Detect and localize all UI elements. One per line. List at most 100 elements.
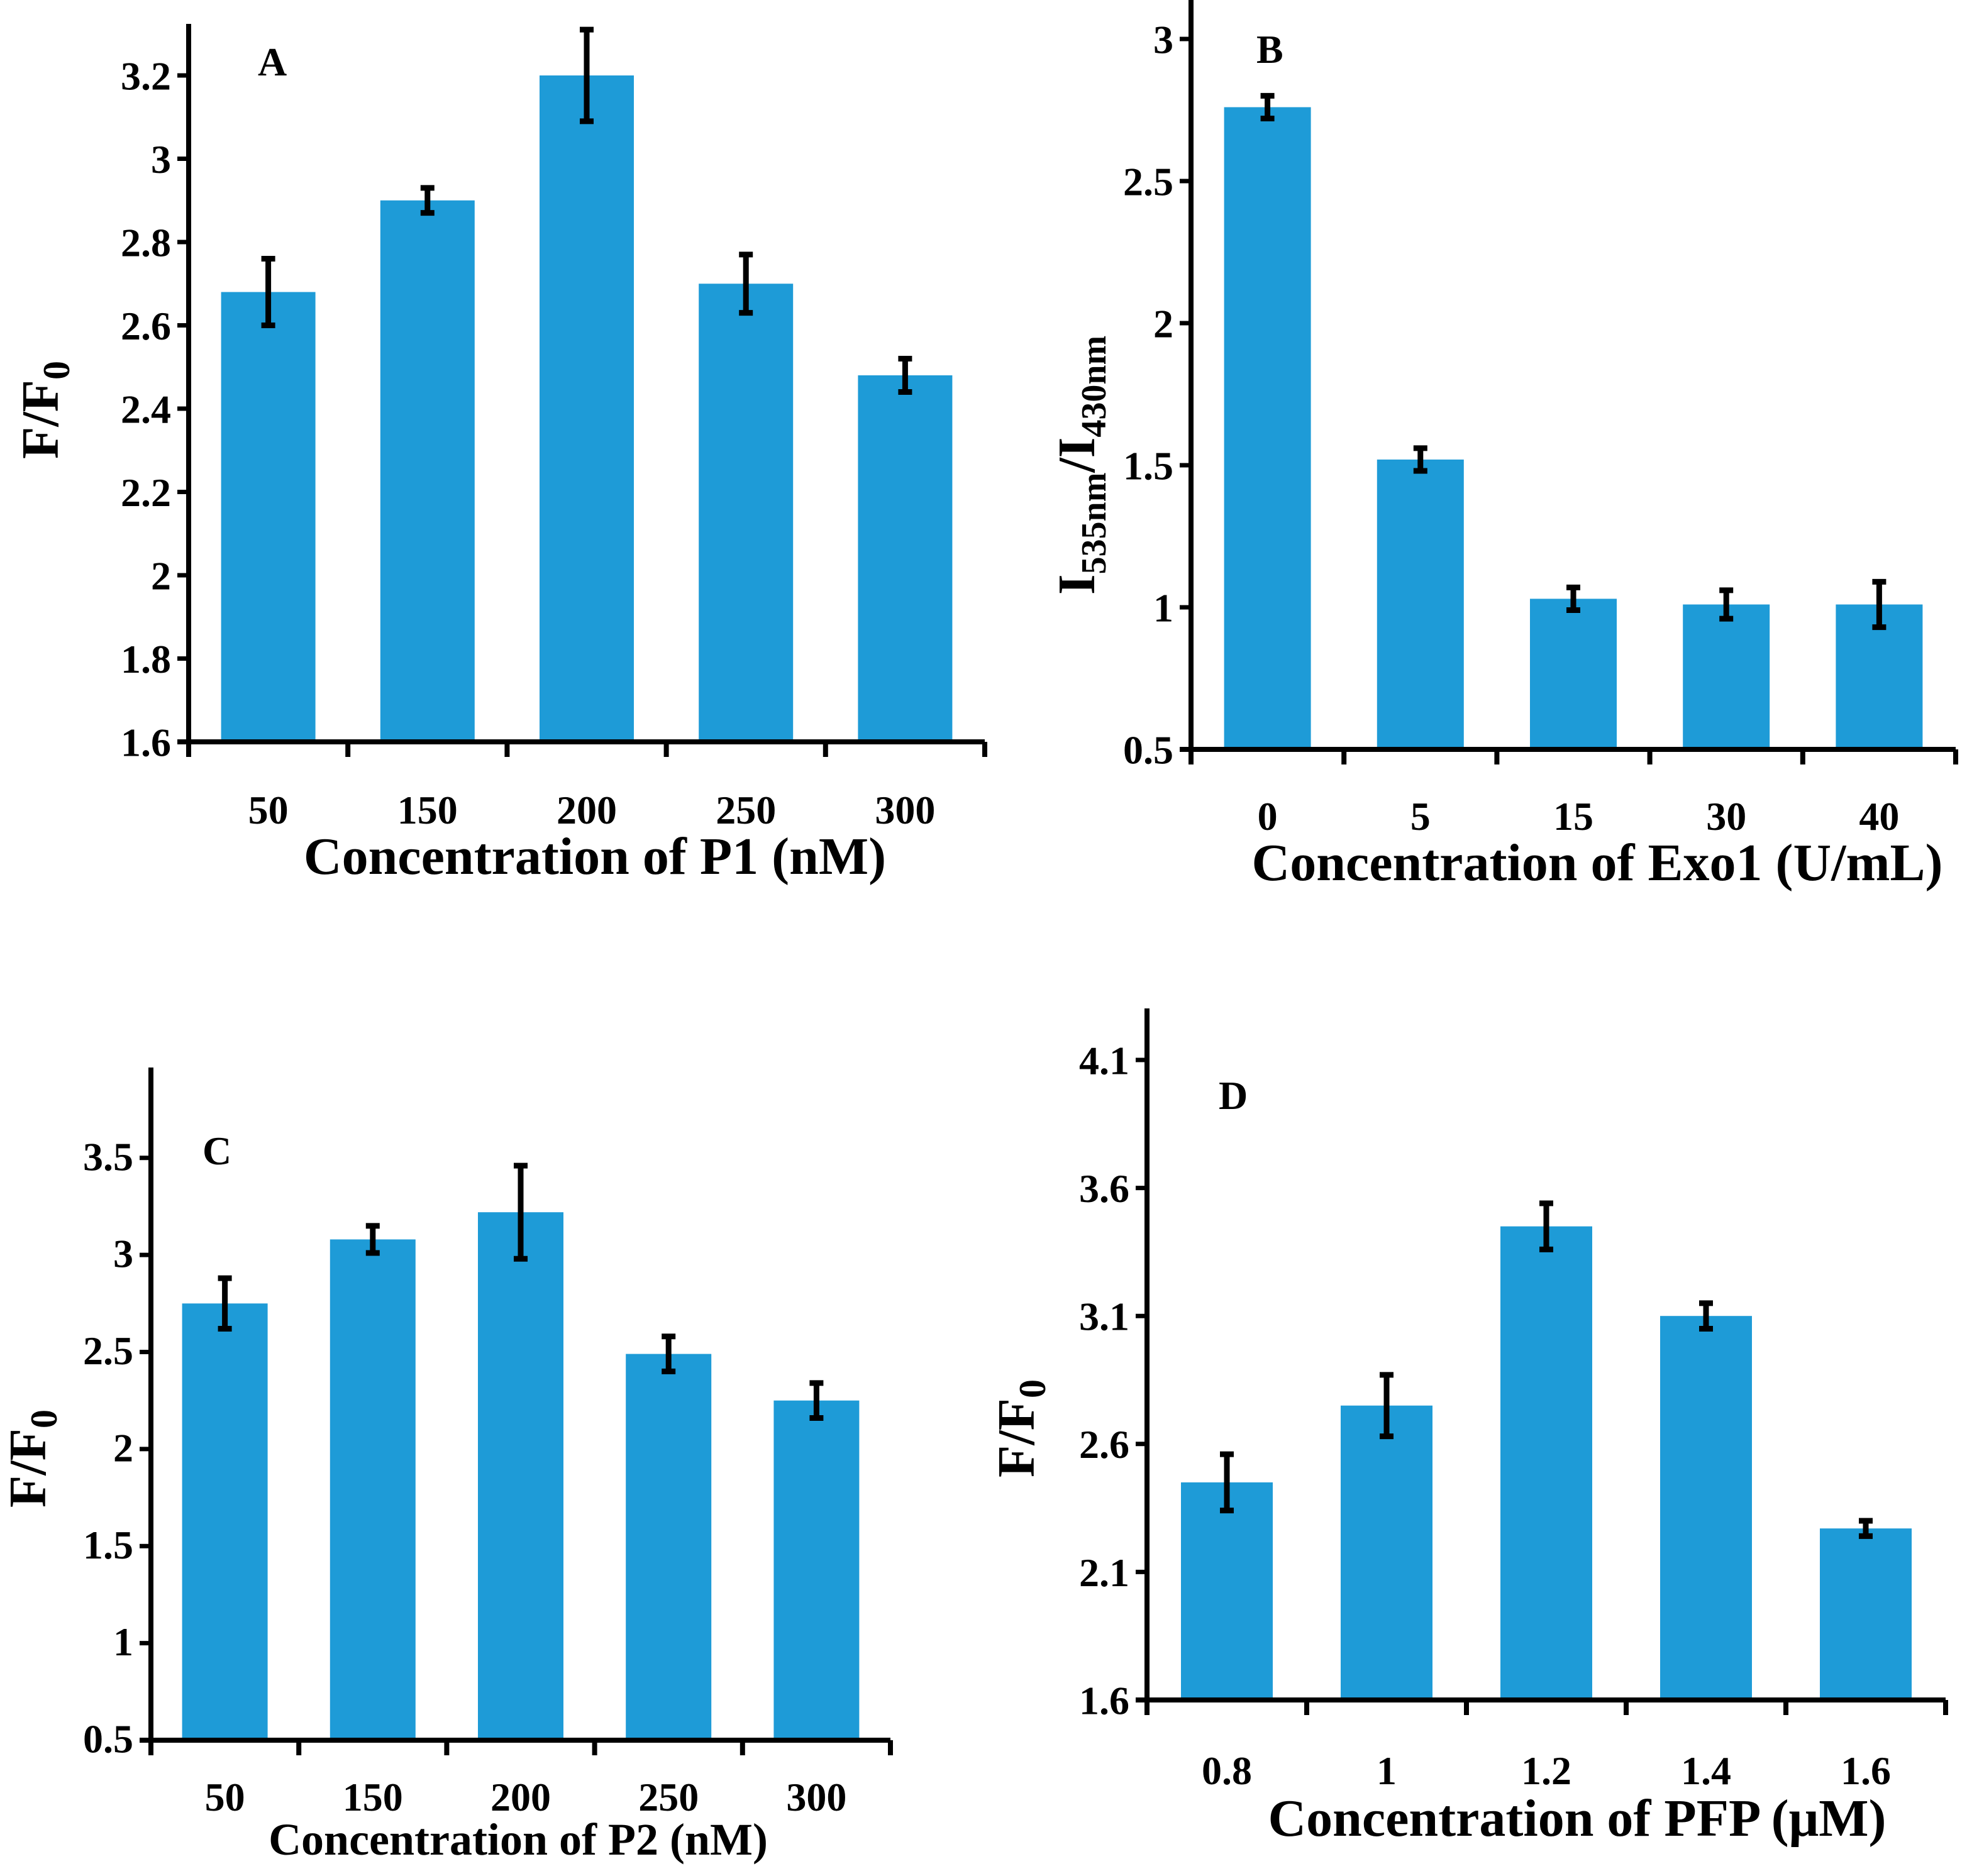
y-axis-title-d-sub: 0 — [1012, 1379, 1053, 1398]
y-tick-label-c-0: 0.5 — [83, 1717, 133, 1762]
y-tick-label-d-4: 3.6 — [1079, 1166, 1129, 1211]
y-tick-label-c-4: 2.5 — [83, 1328, 133, 1373]
y-tick-label-d-0: 1.6 — [1079, 1678, 1129, 1723]
x-tick-label-b-5: 5 — [1410, 794, 1431, 839]
y-tick-label-c-1: 1 — [113, 1619, 133, 1664]
y-tick-label-c-5: 3 — [113, 1232, 133, 1276]
chart-panel-b: 0.5 1 1.5 2 2.5 3 0 5 15 30 40 B Concentration of… — [1048, 0, 1958, 892]
y-tick-labels-b: 0.5 1 1.5 2 2.5 3 — [1123, 17, 1173, 772]
axes-b — [1180, 0, 1958, 764]
y-axis-title-b: I535nm/I430nm — [1048, 336, 1114, 595]
y-tick-label-b-3: 2 — [1153, 301, 1173, 346]
x-tick-label-b-15: 15 — [1553, 794, 1593, 839]
x-axis-title-d: Concentration of PFP (μM) — [1268, 1789, 1886, 1848]
y-tick-label-d-1: 2.1 — [1079, 1550, 1129, 1595]
y-tick-label-a-7: 3 — [151, 137, 171, 182]
x-tick-label-b-0: 0 — [1258, 794, 1278, 839]
bar-c-300 — [773, 1400, 860, 1740]
y-axis-title-b-i2: /I — [1048, 438, 1106, 473]
y-tick-label-a-8: 3.2 — [121, 53, 171, 98]
y-tick-labels-d: 1.6 2.1 2.6 3.1 3.6 4.1 — [1079, 1038, 1129, 1723]
axes-a — [177, 24, 987, 757]
x-tick-label-a-300: 300 — [875, 788, 935, 832]
x-tick-label-c-150: 150 — [343, 1775, 403, 1819]
y-tick-label-b-1: 1 — [1153, 585, 1173, 630]
y-axis-title-d: F/F0 — [987, 1379, 1053, 1477]
y-tick-label-a-5: 2.6 — [121, 304, 171, 348]
y-tick-label-b-5: 3 — [1153, 17, 1173, 62]
error-bars-d — [1220, 1200, 1873, 1539]
y-tick-label-c-6: 3.5 — [83, 1134, 133, 1179]
bar-a-300 — [858, 375, 953, 742]
axes-d — [1136, 1008, 1948, 1715]
x-tick-label-d-1.2: 1.2 — [1521, 1748, 1571, 1793]
bars-c — [182, 1212, 860, 1740]
bar-d-1.2 — [1500, 1226, 1592, 1700]
bar-b-15 — [1530, 599, 1617, 749]
x-tick-label-d-0.8: 0.8 — [1202, 1748, 1252, 1793]
y-axis-title-a-sub: 0 — [36, 361, 77, 380]
y-tick-labels-a: 1.6 1.8 2 2.2 2.4 2.6 2.8 3 3.2 — [121, 53, 171, 764]
x-axis-title-c: Concentration of P2 (nM) — [269, 1814, 768, 1865]
y-tick-label-a-1: 1.8 — [121, 637, 171, 681]
bar-c-50 — [182, 1303, 268, 1740]
y-axis-title-d-main: F/F — [987, 1398, 1046, 1477]
y-tick-label-c-3: 2 — [113, 1425, 133, 1470]
x-tick-label-a-250: 250 — [716, 788, 776, 832]
x-tick-label-b-40: 40 — [1859, 794, 1899, 839]
y-axis-title-c-main: F/F — [0, 1428, 57, 1508]
y-axis-title-a: F/F0 — [11, 361, 77, 459]
y-tick-label-b-0: 0.5 — [1123, 727, 1173, 772]
y-tick-label-d-2: 2.6 — [1079, 1422, 1129, 1467]
x-tick-label-c-300: 300 — [786, 1775, 846, 1819]
x-tick-label-c-200: 200 — [490, 1775, 551, 1819]
x-tick-labels-c: 50 150 200 250 300 — [205, 1775, 847, 1819]
panel-label-b: B — [1256, 27, 1283, 72]
axes-c — [140, 1068, 893, 1755]
x-tick-label-c-50: 50 — [205, 1775, 245, 1819]
x-tick-label-d-1.4: 1.4 — [1681, 1748, 1731, 1793]
bars-d — [1181, 1226, 1912, 1700]
bars-b — [1224, 107, 1923, 750]
x-tick-label-a-150: 150 — [397, 788, 458, 832]
y-tick-label-a-2: 2 — [151, 553, 171, 598]
x-tick-label-a-200: 200 — [557, 788, 617, 832]
error-bars-b — [1260, 92, 1887, 631]
y-axis-title-a-main: F/F — [11, 380, 70, 459]
y-tick-labels-c: 0.5 1 1.5 2 2.5 3 3.5 — [83, 1134, 133, 1761]
y-tick-label-d-3: 3.1 — [1079, 1294, 1129, 1339]
y-tick-label-d-5: 4.1 — [1079, 1038, 1129, 1083]
y-tick-label-a-0: 1.6 — [121, 720, 171, 764]
bars-a — [221, 75, 953, 742]
bar-c-150 — [330, 1239, 416, 1740]
error-bars-a — [261, 26, 912, 395]
chart-panel-a: 1.6 1.8 2 2.2 2.4 2.6 2.8 3 3.2 50 150 200 250 300 A… — [11, 24, 987, 886]
x-tick-label-d-1.6: 1.6 — [1841, 1748, 1891, 1793]
bar-d-1 — [1341, 1405, 1432, 1700]
error-bars-c — [218, 1162, 824, 1421]
x-tick-labels-d: 0.8 1 1.2 1.4 1.6 — [1202, 1748, 1891, 1793]
bar-d-0.8 — [1181, 1482, 1273, 1700]
y-tick-label-a-6: 2.8 — [121, 220, 171, 265]
bar-d-1.4 — [1660, 1316, 1752, 1700]
y-tick-label-b-2: 1.5 — [1123, 443, 1173, 488]
bar-a-200 — [540, 75, 634, 742]
chart-panel-c: 0.5 1 1.5 2 2.5 3 3.5 50 150 200 250 300 C Concent… — [0, 1068, 893, 1865]
bar-b-30 — [1683, 604, 1770, 749]
x-tick-label-a-50: 50 — [248, 788, 289, 832]
x-axis-title-a: Concentration of P1 (nM) — [304, 827, 886, 886]
y-axis-title-b-i1: I — [1048, 574, 1106, 595]
y-tick-label-c-2: 1.5 — [83, 1523, 133, 1567]
x-tick-label-c-250: 250 — [638, 1775, 699, 1819]
chart-panel-d: 1.6 2.1 2.6 3.1 3.6 4.1 0.8 1 1.2 1.4 1.6 D Conce… — [987, 1008, 1948, 1848]
bar-b-5 — [1377, 459, 1464, 749]
panel-label-c: C — [202, 1128, 231, 1173]
bar-b-0 — [1224, 107, 1311, 750]
bar-d-1.6 — [1820, 1528, 1912, 1700]
x-tick-labels-a: 50 150 200 250 300 — [248, 788, 936, 832]
bar-a-50 — [221, 292, 316, 742]
y-tick-label-a-3: 2.2 — [121, 470, 171, 515]
y-axis-title-c-sub: 0 — [23, 1410, 65, 1428]
y-axis-title-c: F/F0 — [0, 1410, 65, 1508]
